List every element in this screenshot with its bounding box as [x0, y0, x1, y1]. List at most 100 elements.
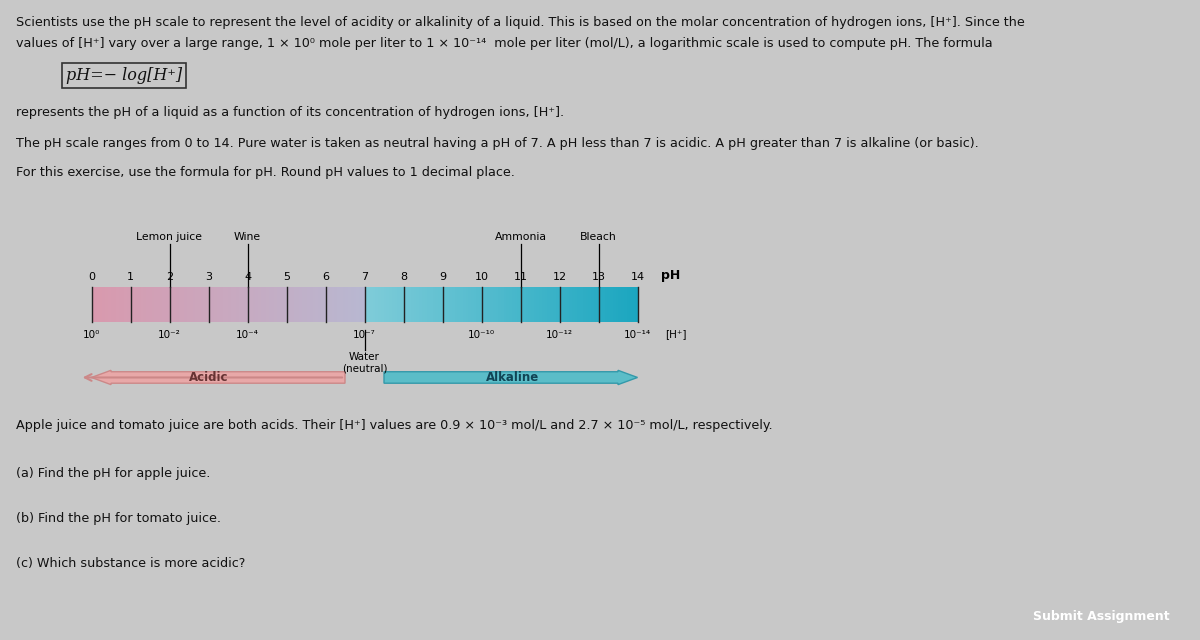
Bar — [187, 287, 191, 322]
Text: The pH scale ranges from 0 to 14. Pure water is taken as neutral having a pH of : The pH scale ranges from 0 to 14. Pure w… — [16, 137, 978, 150]
Bar — [493, 287, 497, 322]
Bar — [611, 287, 613, 322]
Bar — [416, 287, 420, 322]
Bar — [419, 287, 422, 322]
Text: 10⁻⁴: 10⁻⁴ — [236, 330, 259, 340]
Bar — [228, 287, 232, 322]
Bar — [547, 287, 551, 322]
Bar — [288, 287, 292, 322]
Text: pH=− log[H⁺]: pH=− log[H⁺] — [66, 67, 182, 84]
Bar — [119, 287, 122, 322]
Bar — [230, 287, 234, 322]
Bar — [562, 287, 564, 322]
Bar — [542, 287, 546, 322]
Text: 2: 2 — [166, 273, 173, 282]
Bar — [318, 287, 322, 322]
Bar — [515, 287, 518, 322]
Bar — [155, 287, 158, 322]
Bar — [564, 287, 568, 322]
Bar — [206, 287, 210, 322]
Bar — [113, 287, 116, 322]
Text: Ammonia: Ammonia — [494, 232, 546, 243]
Bar — [102, 287, 106, 322]
Text: 10⁻¹²: 10⁻¹² — [546, 330, 574, 340]
Bar — [502, 287, 504, 322]
Bar — [378, 287, 382, 322]
Bar — [575, 287, 578, 322]
Bar — [239, 287, 242, 322]
Bar — [468, 287, 472, 322]
Bar — [146, 287, 150, 322]
Bar — [632, 287, 636, 322]
Bar — [299, 287, 302, 322]
Bar — [204, 287, 206, 322]
Bar — [181, 287, 185, 322]
Bar — [222, 287, 226, 322]
Bar — [100, 287, 103, 322]
Text: pH: pH — [661, 269, 680, 282]
Bar — [370, 287, 373, 322]
Bar — [97, 287, 101, 322]
Bar — [577, 287, 581, 322]
Bar — [433, 287, 437, 322]
Bar — [286, 287, 289, 322]
Text: Wine: Wine — [234, 232, 262, 243]
Bar — [389, 287, 392, 322]
Bar — [496, 287, 499, 322]
Bar — [350, 287, 354, 322]
Bar — [558, 287, 562, 322]
Bar — [209, 287, 212, 322]
Bar — [520, 287, 523, 322]
Bar — [572, 287, 576, 322]
Bar — [583, 287, 587, 322]
Bar — [422, 287, 425, 322]
Text: For this exercise, use the formula for pH. Round pH values to 1 decimal place.: For this exercise, use the formula for p… — [16, 166, 515, 179]
Bar — [599, 287, 602, 322]
Bar — [410, 287, 414, 322]
Bar — [408, 287, 412, 322]
Bar — [271, 287, 275, 322]
Bar — [365, 287, 368, 322]
Text: Acidic: Acidic — [188, 371, 228, 384]
Bar — [236, 287, 240, 322]
Bar — [326, 287, 330, 322]
Bar — [629, 287, 632, 322]
Bar — [512, 287, 516, 322]
Bar — [616, 287, 619, 322]
Bar — [162, 287, 166, 322]
Bar — [337, 287, 341, 322]
Bar — [234, 287, 236, 322]
Text: (c) Which substance is more acidic?: (c) Which substance is more acidic? — [16, 557, 245, 570]
Bar — [622, 287, 625, 322]
Bar — [356, 287, 360, 322]
Bar — [320, 287, 324, 322]
Bar — [260, 287, 264, 322]
Text: 10⁻¹⁴: 10⁻¹⁴ — [624, 330, 652, 340]
Bar — [534, 287, 538, 322]
Bar — [532, 287, 534, 322]
Bar — [438, 287, 442, 322]
Text: 14: 14 — [630, 273, 644, 282]
Bar — [455, 287, 458, 322]
Bar — [592, 287, 595, 322]
Text: Lemon juice: Lemon juice — [137, 232, 203, 243]
Bar — [449, 287, 452, 322]
Text: 4: 4 — [244, 273, 251, 282]
Bar — [130, 287, 133, 322]
Bar — [586, 287, 589, 322]
Bar — [108, 287, 112, 322]
Bar — [569, 287, 572, 322]
Bar — [539, 287, 542, 322]
Bar — [121, 287, 125, 322]
Bar — [136, 287, 139, 322]
Bar — [168, 287, 172, 322]
Text: 12: 12 — [552, 273, 566, 282]
Bar — [580, 287, 583, 322]
Bar — [509, 287, 512, 322]
Bar — [132, 287, 136, 322]
Text: 10⁻²: 10⁻² — [158, 330, 181, 340]
Bar — [436, 287, 439, 322]
Bar — [380, 287, 384, 322]
Text: 10: 10 — [474, 273, 488, 282]
Bar — [392, 287, 395, 322]
